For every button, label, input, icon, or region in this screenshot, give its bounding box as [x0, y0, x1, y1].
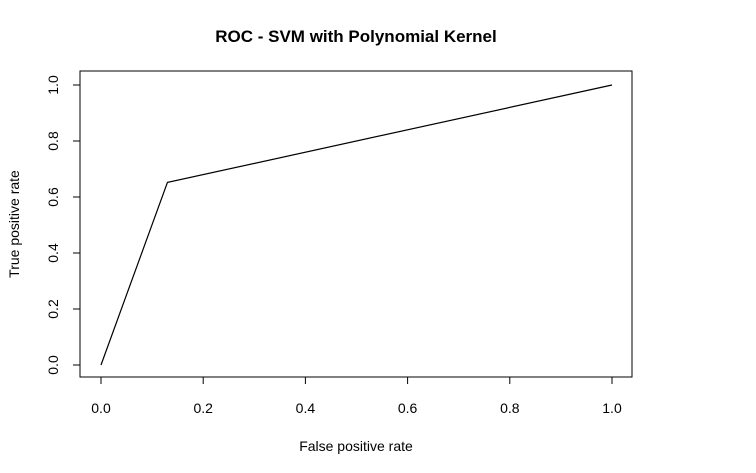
x-axis-label: False positive rate: [299, 438, 413, 454]
y-tick-label: 0.4: [45, 243, 61, 263]
chart-title: ROC - SVM with Polynomial Kernel: [215, 27, 496, 46]
x-tick-label: 0.8: [500, 400, 520, 416]
plot-frame: [79, 70, 633, 378]
series-layer: [100, 84, 613, 366]
y-axis: 0.0 0.2 0.4 0.6 0.8 1.0: [45, 75, 81, 375]
x-tick-label: 1.0: [602, 400, 622, 416]
y-tick-label: 0.2: [45, 299, 61, 319]
roc-curve-line: [100, 84, 613, 366]
x-tick-label: 0.0: [91, 400, 111, 416]
x-tick-label: 0.4: [296, 400, 316, 416]
x-tick-label: 0.6: [398, 400, 418, 416]
y-tick-label: 0.0: [45, 355, 61, 375]
y-axis-label: True positive rate: [6, 170, 22, 278]
x-axis: 0.0 0.2 0.4 0.6 0.8 1.0: [91, 376, 622, 416]
x-tick-label: 0.2: [193, 400, 213, 416]
y-tick-label: 1.0: [45, 75, 61, 95]
y-tick-label: 0.6: [45, 187, 61, 207]
y-tick-label: 0.8: [45, 131, 61, 151]
